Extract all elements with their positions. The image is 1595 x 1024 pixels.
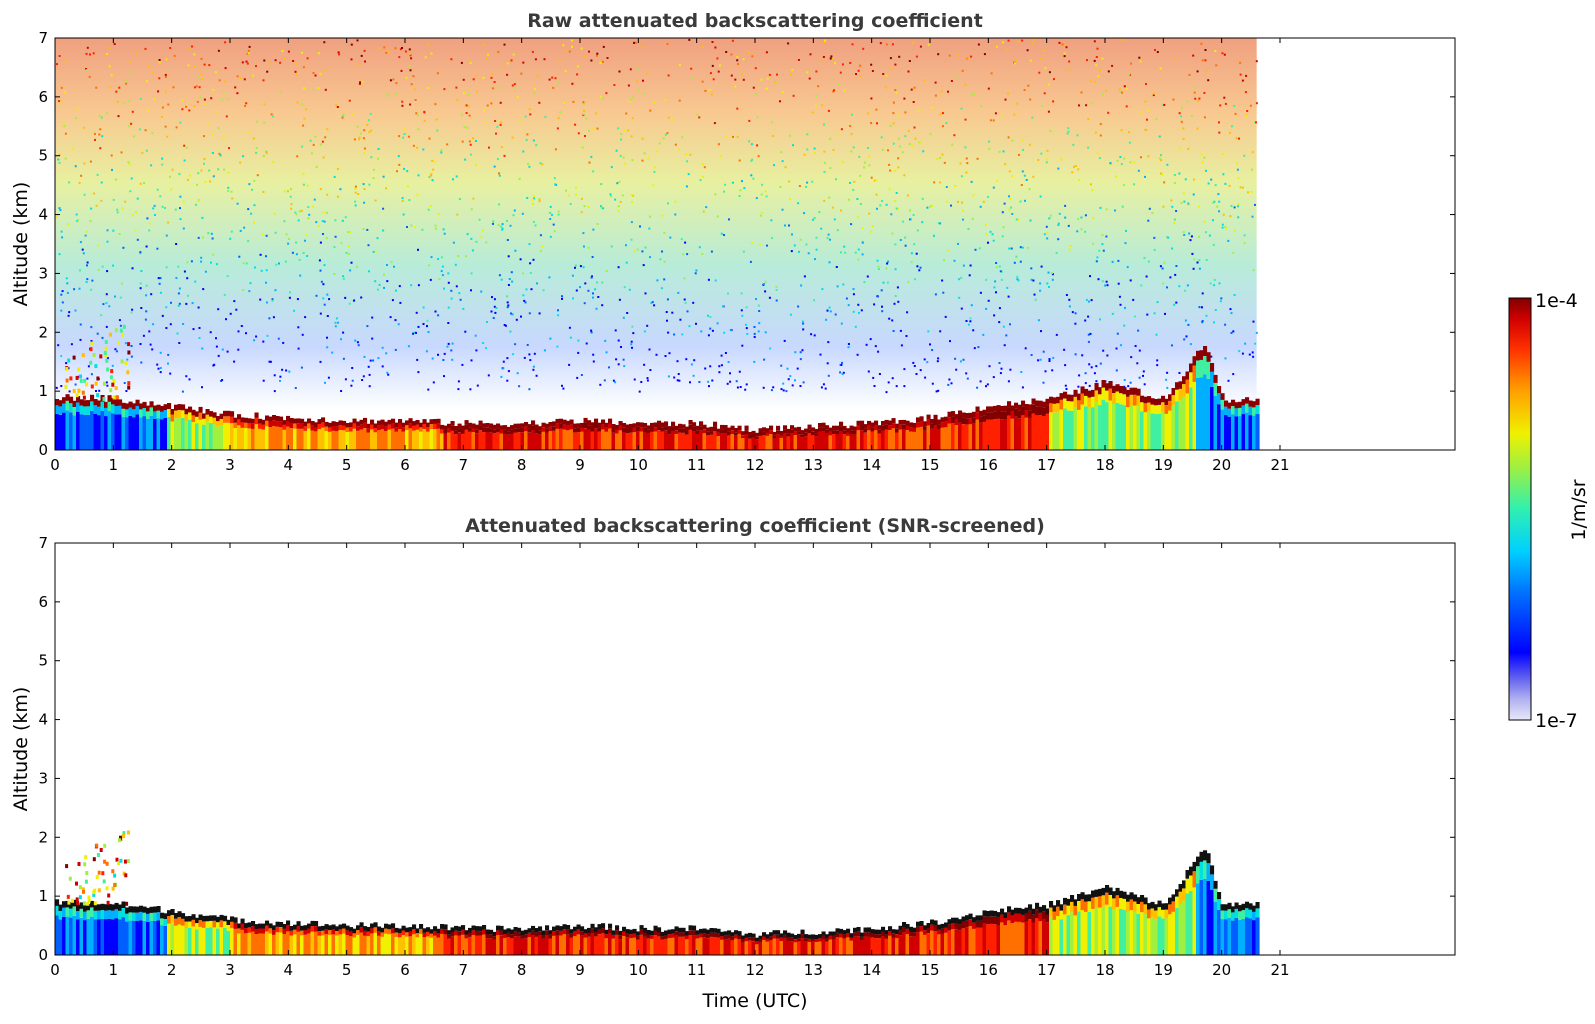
- y-tick-label: 3: [38, 769, 48, 787]
- x-tick-label: 16: [979, 456, 998, 474]
- screened-y-axis-label: Altitude (km): [10, 687, 32, 812]
- aerosol-layer: [55, 850, 1260, 955]
- x-tick-label: 11: [687, 456, 706, 474]
- y-tick-label: 6: [38, 88, 48, 106]
- x-tick-label: 20: [1212, 456, 1231, 474]
- y-tick-label: 6: [38, 593, 48, 611]
- y-tick-label: 0: [38, 441, 48, 459]
- raw-backscatter-panel: Raw attenuated backscattering coefficien…: [10, 10, 1456, 474]
- x-tick-label: 18: [1095, 961, 1114, 979]
- y-tick-label: 5: [38, 147, 48, 165]
- x-tick-label: 21: [1270, 456, 1289, 474]
- y-tick-label: 7: [38, 29, 48, 47]
- y-tick-label: 3: [38, 264, 48, 282]
- colorbar-scale: [1508, 297, 1532, 721]
- x-tick-label: 20: [1212, 961, 1231, 979]
- colorbar-unit-label: 1/m/sr: [1568, 479, 1590, 540]
- x-tick-label: 16: [979, 961, 998, 979]
- y-tick-label: 0: [38, 946, 48, 964]
- y-tick-label: 5: [38, 652, 48, 670]
- y-tick-label: 4: [38, 206, 48, 224]
- x-tick-label: 10: [629, 961, 648, 979]
- y-tick-label: 7: [38, 534, 48, 552]
- x-tick-label: 18: [1095, 456, 1114, 474]
- x-tick-label: 5: [342, 456, 352, 474]
- x-tick-label: 14: [862, 961, 881, 979]
- x-tick-label: 5: [342, 961, 352, 979]
- screened-panel-title: Attenuated backscattering coefficient (S…: [465, 515, 1045, 537]
- x-tick-label: 1: [109, 961, 119, 979]
- screened-x-ticks: 0 1 2 3 4 5 6 7 8 9 10 11 12 13 14 15 16 17 18 19 20 21: [50, 543, 1290, 979]
- x-tick-label: 6: [400, 456, 410, 474]
- aerosol-layer: [55, 346, 1260, 450]
- x-tick-label: 21: [1270, 961, 1289, 979]
- x-tick-label: 13: [804, 456, 823, 474]
- raw-y-axis-label: Altitude (km): [10, 182, 32, 307]
- x-tick-label: 7: [459, 456, 469, 474]
- x-tick-label: 0: [50, 961, 60, 979]
- x-tick-label: 8: [517, 961, 527, 979]
- colorbar: 1e-4 1e-7 1/m/sr: [1508, 290, 1590, 732]
- x-tick-label: 2: [167, 961, 177, 979]
- x-tick-label: 14: [862, 456, 881, 474]
- screened-heatmap-image: [55, 830, 1260, 955]
- x-tick-label: 17: [1037, 961, 1056, 979]
- x-tick-label: 3: [225, 456, 235, 474]
- x-tick-label: 4: [284, 456, 294, 474]
- noise-speckle: [55, 38, 1258, 394]
- x-tick-label: 19: [1154, 456, 1173, 474]
- x-tick-label: 8: [517, 456, 527, 474]
- x-tick-label: 4: [284, 961, 294, 979]
- y-tick-label: 2: [38, 323, 48, 341]
- colorbar-max-label: 1e-4: [1535, 290, 1578, 312]
- x-tick-label: 15: [920, 456, 939, 474]
- x-tick-label: 11: [687, 961, 706, 979]
- screened-backscatter-panel: Attenuated backscattering coefficient (S…: [10, 515, 1456, 1012]
- screened-y-ticks: 0 1 2 3 4 5 6 7: [38, 534, 1455, 964]
- y-tick-label: 1: [38, 887, 48, 905]
- x-tick-label: 12: [745, 961, 764, 979]
- x-tick-label: 2: [167, 456, 177, 474]
- screened-plot-frame: [54, 542, 1456, 956]
- x-tick-label: 9: [575, 961, 585, 979]
- x-tick-label: 0: [50, 456, 60, 474]
- x-tick-label: 12: [745, 456, 764, 474]
- y-tick-label: 2: [38, 828, 48, 846]
- y-tick-label: 4: [38, 711, 48, 729]
- raw-y-ticks: 0 1 2 3 4 5 6 7: [38, 29, 1455, 459]
- x-tick-label: 10: [629, 456, 648, 474]
- colorbar-min-label: 1e-7: [1535, 710, 1578, 732]
- y-tick-label: 1: [38, 382, 48, 400]
- x-tick-label: 19: [1154, 961, 1173, 979]
- x-tick-label: 1: [109, 456, 119, 474]
- x-axis-label: Time (UTC): [701, 990, 807, 1012]
- x-tick-label: 3: [225, 961, 235, 979]
- residual-layer: [64, 324, 131, 401]
- x-tick-label: 6: [400, 961, 410, 979]
- raw-x-ticks: 0 1 2 3 4 5 6 7 8 9 10 11 12 13 14 15 16 17 18 19 20 21: [50, 38, 1290, 474]
- residual-layer: [65, 830, 130, 906]
- x-tick-label: 9: [575, 456, 585, 474]
- x-tick-label: 15: [920, 961, 939, 979]
- raw-panel-title: Raw attenuated backscattering coefficien…: [527, 10, 983, 32]
- x-tick-label: 7: [459, 961, 469, 979]
- noise-field: [55, 38, 1257, 450]
- x-tick-label: 17: [1037, 456, 1056, 474]
- x-tick-label: 13: [804, 961, 823, 979]
- raw-heatmap-image: [55, 38, 1260, 450]
